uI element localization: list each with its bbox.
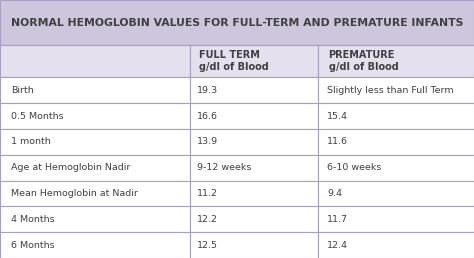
Text: 11.2: 11.2 — [197, 189, 219, 198]
Text: 11.6: 11.6 — [327, 138, 348, 146]
FancyBboxPatch shape — [0, 181, 190, 206]
FancyBboxPatch shape — [318, 103, 474, 129]
FancyBboxPatch shape — [318, 181, 474, 206]
FancyBboxPatch shape — [190, 129, 318, 155]
FancyBboxPatch shape — [0, 77, 190, 103]
FancyBboxPatch shape — [318, 129, 474, 155]
FancyBboxPatch shape — [190, 232, 318, 258]
Text: 12.5: 12.5 — [197, 241, 219, 249]
FancyBboxPatch shape — [0, 232, 190, 258]
FancyBboxPatch shape — [318, 232, 474, 258]
Text: 1 month: 1 month — [11, 138, 51, 146]
FancyBboxPatch shape — [190, 103, 318, 129]
Text: NORMAL HEMOGLOBIN VALUES FOR FULL-TERM AND PREMATURE INFANTS: NORMAL HEMOGLOBIN VALUES FOR FULL-TERM A… — [11, 18, 463, 28]
Text: 9.4: 9.4 — [327, 189, 342, 198]
FancyBboxPatch shape — [318, 155, 474, 181]
FancyBboxPatch shape — [0, 103, 190, 129]
FancyBboxPatch shape — [318, 77, 474, 103]
Text: Mean Hemoglobin at Nadir: Mean Hemoglobin at Nadir — [11, 189, 138, 198]
FancyBboxPatch shape — [0, 129, 190, 155]
Text: PREMATURE
g/dl of Blood: PREMATURE g/dl of Blood — [328, 51, 398, 72]
FancyBboxPatch shape — [318, 206, 474, 232]
Text: Age at Hemoglobin Nadir: Age at Hemoglobin Nadir — [11, 163, 131, 172]
FancyBboxPatch shape — [0, 206, 190, 232]
FancyBboxPatch shape — [0, 155, 190, 181]
Text: 12.2: 12.2 — [197, 215, 219, 224]
Text: Slightly less than Full Term: Slightly less than Full Term — [327, 86, 454, 95]
Text: 12.4: 12.4 — [327, 241, 348, 249]
FancyBboxPatch shape — [190, 181, 318, 206]
FancyBboxPatch shape — [190, 77, 318, 103]
Text: 9-12 weeks: 9-12 weeks — [197, 163, 252, 172]
Text: FULL TERM
g/dl of Blood: FULL TERM g/dl of Blood — [199, 51, 268, 72]
Text: 6 Months: 6 Months — [11, 241, 55, 249]
Text: 16.6: 16.6 — [197, 112, 219, 120]
Text: 6-10 weeks: 6-10 weeks — [327, 163, 382, 172]
FancyBboxPatch shape — [318, 45, 474, 77]
FancyBboxPatch shape — [190, 155, 318, 181]
Text: 4 Months: 4 Months — [11, 215, 55, 224]
FancyBboxPatch shape — [0, 45, 190, 77]
FancyBboxPatch shape — [0, 0, 474, 45]
Text: 13.9: 13.9 — [197, 138, 219, 146]
Text: Birth: Birth — [11, 86, 34, 95]
FancyBboxPatch shape — [190, 45, 318, 77]
FancyBboxPatch shape — [190, 206, 318, 232]
Text: 19.3: 19.3 — [197, 86, 219, 95]
Text: 0.5 Months: 0.5 Months — [11, 112, 64, 120]
Text: 11.7: 11.7 — [327, 215, 348, 224]
Text: 15.4: 15.4 — [327, 112, 348, 120]
